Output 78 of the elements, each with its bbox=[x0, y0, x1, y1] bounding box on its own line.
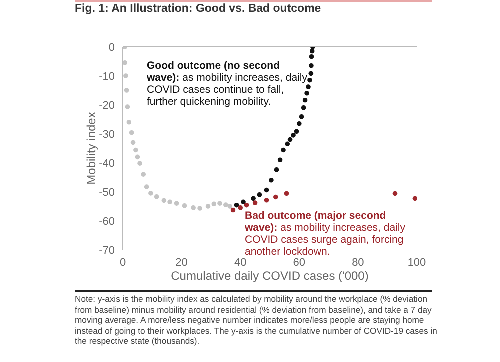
x-tick-label: 60 bbox=[293, 256, 306, 269]
point bbox=[182, 204, 188, 208]
point bbox=[224, 202, 228, 208]
point bbox=[134, 148, 138, 153]
point bbox=[257, 192, 262, 198]
point bbox=[212, 202, 217, 207]
y-tick-label: -50 bbox=[99, 186, 115, 199]
point bbox=[162, 198, 167, 204]
point bbox=[273, 194, 278, 200]
point bbox=[228, 204, 232, 209]
point bbox=[198, 206, 202, 211]
point bbox=[174, 201, 180, 206]
point bbox=[297, 121, 302, 126]
point bbox=[285, 142, 290, 147]
point bbox=[299, 114, 304, 120]
point bbox=[284, 191, 290, 196]
point bbox=[234, 202, 240, 208]
y-tick-label: 0 bbox=[108, 42, 115, 54]
x-tick-label: 40 bbox=[234, 256, 247, 269]
point bbox=[264, 198, 270, 203]
point bbox=[238, 206, 243, 210]
point bbox=[130, 140, 136, 146]
point bbox=[310, 48, 315, 54]
point bbox=[141, 172, 146, 177]
point bbox=[135, 154, 140, 160]
point bbox=[124, 88, 130, 93]
point bbox=[125, 104, 130, 110]
point bbox=[308, 78, 312, 83]
point bbox=[123, 60, 128, 66]
point bbox=[309, 63, 314, 68]
point bbox=[302, 98, 308, 103]
point bbox=[274, 168, 280, 172]
x-axis-title: Cumulative daily COVID cases ('000) bbox=[171, 269, 369, 283]
point bbox=[252, 200, 258, 206]
y-tick-label: -30 bbox=[99, 128, 115, 141]
point bbox=[148, 191, 154, 196]
point bbox=[124, 74, 128, 78]
point bbox=[392, 191, 398, 196]
y-tick-label: -60 bbox=[99, 216, 115, 228]
point bbox=[278, 158, 283, 162]
annotation: Bad outcome (major second wave): as mobility increases, daily COVID cases surge again, forcing another lockdown. bbox=[245, 210, 406, 258]
x-tick-label: 80 bbox=[352, 256, 364, 269]
x-tick-label: 20 bbox=[176, 256, 188, 269]
point bbox=[230, 208, 236, 213]
x-tick-label: 100 bbox=[408, 256, 426, 269]
point bbox=[218, 201, 222, 206]
text: Note: y-axis is the mobility index as calculated by mobility around the workplace (% deviation from baseline) minus mobility around residential (% deviation from baseline), and take a 7 day moving average. A more/less negative number indicates more/less people are staying home instead of going to their workplaces. The y-axis is the cumulative number of COVID-19 cases in the respective state (thousands). bbox=[75, 294, 438, 346]
point bbox=[168, 200, 172, 205]
point bbox=[244, 202, 250, 208]
y-tick-label: -10 bbox=[99, 70, 115, 83]
point bbox=[269, 178, 274, 183]
point bbox=[288, 137, 293, 142]
x-tick-label: 0 bbox=[120, 256, 126, 269]
point bbox=[291, 133, 296, 138]
y-axis-title: Mobility index bbox=[84, 112, 98, 185]
point bbox=[294, 129, 300, 134]
point bbox=[126, 120, 132, 125]
point bbox=[306, 84, 311, 90]
point bbox=[308, 71, 314, 76]
point bbox=[154, 194, 160, 200]
point bbox=[281, 148, 286, 153]
y-tick-label: -40 bbox=[99, 158, 115, 170]
point bbox=[138, 161, 142, 166]
y-tick-label: -20 bbox=[99, 100, 115, 112]
annotation: Good outcome (no second wave): as mobility increases, daily COVID cases continue to fall, further quickening mobility. bbox=[147, 60, 308, 108]
point bbox=[412, 196, 417, 202]
point bbox=[301, 106, 306, 110]
point bbox=[144, 184, 150, 190]
point bbox=[304, 91, 310, 96]
point bbox=[191, 206, 196, 210]
point bbox=[251, 196, 256, 202]
point bbox=[241, 200, 246, 205]
chart-title: Fig. 1: An Illustration: Good vs. Bad outcome bbox=[75, 3, 322, 15]
point bbox=[264, 188, 270, 193]
point bbox=[129, 130, 134, 136]
point bbox=[309, 54, 314, 60]
y-tick-label: -70 bbox=[99, 244, 115, 257]
point bbox=[206, 204, 211, 209]
